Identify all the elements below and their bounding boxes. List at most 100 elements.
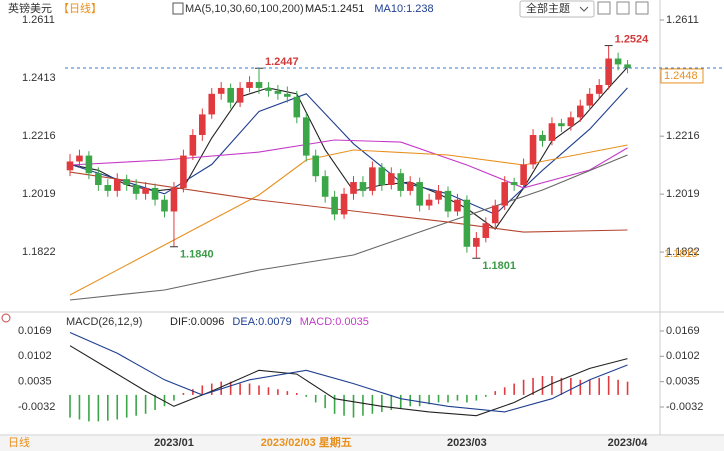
candle-body bbox=[85, 155, 93, 174]
candle-body bbox=[66, 161, 74, 171]
side-price-label: 1.1815 bbox=[664, 248, 698, 260]
candle-body bbox=[208, 93, 216, 115]
candle-body bbox=[444, 190, 452, 212]
y-tick-label: 0.0035 bbox=[666, 376, 700, 388]
candle-body bbox=[595, 85, 603, 94]
ma-line bbox=[69, 171, 628, 233]
x-date-label: 2023/01 bbox=[154, 437, 194, 449]
macd-title: MACD(26,12,9) bbox=[66, 316, 142, 328]
theme-button-label[interactable]: 全部主题 bbox=[526, 1, 570, 15]
symbol: 英镑美元 bbox=[8, 1, 52, 15]
theme-button[interactable] bbox=[519, 0, 595, 18]
candle-body bbox=[454, 199, 461, 212]
y-tick-label: 0.0102 bbox=[666, 350, 700, 362]
ma-icon bbox=[172, 2, 184, 15]
candle-body bbox=[369, 167, 376, 191]
period: 【日线】 bbox=[58, 1, 102, 15]
candle-body bbox=[548, 123, 556, 141]
candle-body bbox=[331, 196, 338, 215]
y-tick-label: 1.2216 bbox=[666, 130, 700, 142]
candle-body bbox=[104, 185, 112, 191]
candle-body bbox=[274, 90, 282, 94]
candle-body bbox=[520, 164, 527, 185]
candle-body bbox=[605, 58, 612, 85]
y-tick-label: 0.0102 bbox=[18, 350, 52, 362]
dropdown-icon bbox=[579, 6, 589, 12]
candle-body bbox=[236, 87, 244, 103]
candle-body bbox=[501, 182, 508, 206]
candle-body bbox=[416, 182, 423, 206]
candle-body bbox=[406, 182, 414, 191]
y-tick-label: 1.2413 bbox=[22, 72, 56, 84]
candle-body bbox=[170, 187, 178, 212]
candle-body bbox=[255, 82, 263, 88]
candle-body bbox=[624, 64, 631, 68]
candle-body bbox=[378, 167, 386, 185]
candle-body bbox=[132, 185, 140, 194]
candle-body bbox=[482, 223, 490, 238]
macd-legend: MACD:0.0035 bbox=[300, 316, 369, 328]
settings-icon[interactable] bbox=[1, 313, 11, 323]
candle-body bbox=[227, 87, 234, 103]
tool-icon[interactable] bbox=[616, 1, 630, 15]
tool-icon[interactable] bbox=[635, 1, 649, 15]
candle-body bbox=[265, 87, 272, 91]
x-date-label: 2023/03 bbox=[447, 437, 487, 449]
extreme-label: 1.2447 bbox=[265, 56, 299, 68]
candle-body bbox=[95, 173, 102, 185]
candle-body bbox=[321, 176, 329, 197]
candle-body bbox=[161, 199, 168, 212]
candle-body bbox=[284, 93, 291, 97]
ma-line bbox=[69, 139, 628, 189]
candle-body bbox=[302, 117, 310, 156]
candle-body bbox=[189, 135, 197, 156]
y-tick-label: 0.0035 bbox=[18, 376, 52, 388]
y-tick-label: 1.2019 bbox=[666, 188, 700, 200]
ma-line bbox=[69, 154, 628, 301]
extreme-label: 1.1840 bbox=[180, 249, 214, 261]
ma-legend: MA10:1.238 bbox=[374, 3, 433, 15]
candle-body bbox=[586, 93, 594, 106]
price-tag bbox=[660, 68, 704, 84]
candle-body bbox=[217, 87, 225, 94]
macd-line bbox=[69, 331, 628, 413]
candle-body bbox=[113, 179, 121, 191]
candle-body bbox=[567, 117, 575, 127]
y-tick-label: 1.1822 bbox=[666, 246, 700, 258]
macd-legend: DIF:0.0096 bbox=[170, 316, 224, 328]
footer-bar bbox=[0, 436, 724, 451]
candle-body bbox=[340, 193, 348, 215]
candle-body bbox=[142, 187, 149, 194]
y-tick-label: 0.0169 bbox=[666, 325, 700, 337]
period-tab[interactable]: 日线 bbox=[8, 435, 30, 449]
candle-body bbox=[539, 135, 546, 141]
extreme-label: 1.2524 bbox=[615, 33, 650, 45]
indicator: MA(5,10,30,60,100,200) bbox=[185, 3, 304, 15]
candle-body bbox=[359, 182, 367, 191]
candle-body bbox=[123, 179, 130, 185]
candle-body bbox=[246, 82, 253, 88]
candle-body bbox=[463, 199, 471, 247]
candle-body bbox=[312, 155, 319, 177]
extreme-label: 1.1801 bbox=[482, 260, 516, 272]
cursor-date-box bbox=[258, 436, 354, 451]
candle-body bbox=[491, 205, 499, 224]
candle-body bbox=[529, 135, 537, 165]
candle-body bbox=[614, 58, 622, 65]
price-tag-label: 1.2448 bbox=[664, 70, 698, 82]
y-tick-label: 0.0169 bbox=[18, 325, 52, 337]
macd-line bbox=[69, 345, 628, 417]
tool-icon[interactable] bbox=[597, 1, 611, 15]
candle-body bbox=[76, 155, 83, 162]
candle-body bbox=[199, 114, 206, 135]
candle-body bbox=[293, 96, 301, 118]
ma-line bbox=[69, 87, 628, 216]
y-tick-label: 1.2611 bbox=[666, 14, 699, 26]
candle-body bbox=[473, 237, 480, 247]
candle-body bbox=[510, 182, 518, 185]
candle-body bbox=[151, 187, 159, 200]
ma-legend: MA5:1.2451 bbox=[305, 3, 364, 15]
y-tick-label: -0.0032 bbox=[666, 401, 703, 413]
ma-line bbox=[69, 144, 628, 296]
